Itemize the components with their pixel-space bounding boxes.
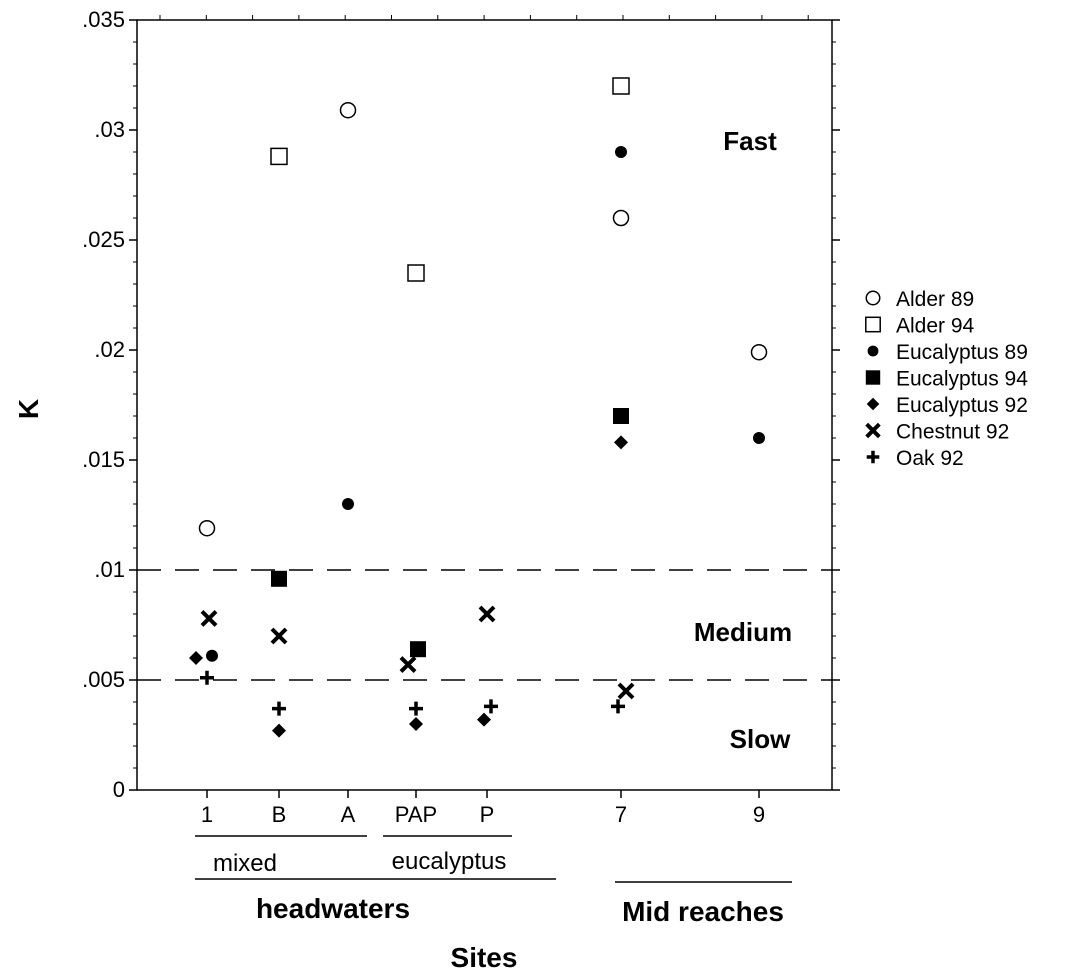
marker-x-cross <box>865 422 881 439</box>
x-tick-label: 9 <box>753 802 765 827</box>
marker-filled-diamond <box>614 435 628 450</box>
x-tick-label: PAP <box>395 802 437 827</box>
marker-filled-square <box>271 570 287 587</box>
y-axis: 0 .005 .01 .015 .02 .025 .03 .035 <box>82 7 840 802</box>
x-tick-label: 1 <box>201 802 213 827</box>
marker-plus <box>272 701 286 716</box>
marker-plus <box>611 699 625 714</box>
marker-x-cross <box>200 609 218 627</box>
legend-label: Eucalyptus 89 <box>896 341 1028 364</box>
y-tick-label: .005 <box>82 667 125 692</box>
marker-plus <box>866 450 880 464</box>
marker-x-cross <box>478 605 496 623</box>
legend-label: Eucalyptus 94 <box>896 368 1028 391</box>
legend-item: Eucalyptus 89 <box>867 341 1028 364</box>
legend-item: Alder 89 <box>865 288 974 311</box>
legend-item: Eucalyptus 92 <box>866 394 1028 417</box>
marker-open-circle <box>198 519 216 537</box>
legend-label: Oak 92 <box>896 447 964 470</box>
x-axis-title: Sites <box>451 942 518 973</box>
marker-x-cross <box>270 627 288 645</box>
marker-plus <box>484 699 498 714</box>
y-tick-label: .02 <box>94 337 125 362</box>
group-label-eucalyptus: eucalyptus <box>392 848 507 875</box>
marker-filled-square <box>865 370 881 385</box>
y-tick-label: .01 <box>94 557 125 582</box>
legend: Alder 89 Alder 94 Eucalyptus 89 Eucalyptus … <box>865 288 1028 470</box>
marker-filled-square <box>410 641 426 658</box>
zone-label-fast: Fast <box>723 126 777 156</box>
y-tick-label: 0 <box>113 777 125 802</box>
marker-open-square <box>865 316 881 333</box>
marker-filled-circle <box>753 432 765 444</box>
legend-item: Chestnut 92 <box>865 421 1009 444</box>
marker-filled-circle <box>867 345 879 357</box>
marker-filled-diamond <box>866 397 880 411</box>
y-tick-label: .015 <box>82 447 125 472</box>
legend-label: Chestnut 92 <box>896 421 1009 444</box>
y-axis-title: K <box>13 399 44 419</box>
marker-plus <box>200 670 214 685</box>
group-label-mixed: mixed <box>213 850 277 877</box>
x-tick-label: P <box>480 802 495 827</box>
marker-filled-circle <box>342 498 354 510</box>
marker-filled-diamond <box>272 723 286 738</box>
marker-plus <box>409 701 423 716</box>
marker-open-circle <box>612 209 630 227</box>
marker-open-circle <box>865 290 881 306</box>
y-tick-label: .035 <box>82 7 125 32</box>
marker-open-square <box>407 264 425 282</box>
marker-filled-diamond <box>477 712 491 727</box>
marker-open-circle <box>339 101 357 119</box>
legend-label: Eucalyptus 92 <box>896 394 1028 417</box>
marker-filled-circle <box>206 649 218 662</box>
zone-label-slow: Slow <box>730 724 791 754</box>
marker-x-cross <box>617 682 635 700</box>
threshold-lines <box>137 569 832 681</box>
marker-filled-square <box>613 408 629 424</box>
legend-label: Alder 94 <box>896 315 975 338</box>
zone-label-medium: Medium <box>694 617 792 647</box>
marker-open-square <box>612 77 630 95</box>
y-tick-label: .025 <box>82 227 125 252</box>
legend-label: Alder 89 <box>896 288 974 311</box>
data-points <box>189 77 768 738</box>
y-tick-label: .03 <box>94 117 125 142</box>
marker-filled-diamond <box>409 717 423 731</box>
group-label-mid-reaches: Mid reaches <box>622 896 784 927</box>
x-tick-label: B <box>272 802 287 827</box>
group-label-headwaters: headwaters <box>256 893 410 924</box>
marker-x-cross <box>399 656 417 674</box>
marker-open-square <box>270 147 288 166</box>
marker-filled-diamond <box>189 651 203 665</box>
legend-item: Oak 92 <box>866 447 964 470</box>
legend-item: Eucalyptus 94 <box>865 368 1028 391</box>
x-tick-label: A <box>341 802 356 827</box>
marker-open-circle <box>750 343 768 361</box>
x-tick-label: 7 <box>615 802 627 827</box>
legend-item: Alder 94 <box>865 315 975 338</box>
x-axis: 1 B A PAP P 7 9 <box>201 790 765 827</box>
marker-filled-circle <box>615 146 627 158</box>
